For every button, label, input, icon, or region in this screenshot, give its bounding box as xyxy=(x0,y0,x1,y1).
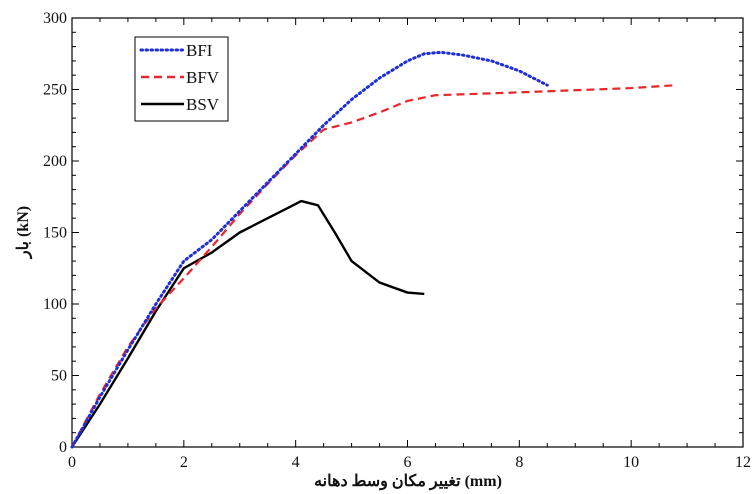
legend-label-bfv: BFV xyxy=(186,68,220,87)
y-tick-label: 0 xyxy=(59,439,67,456)
x-tick-label: 6 xyxy=(404,454,412,471)
series-line-bfi xyxy=(70,50,549,449)
y-axis-label: بار (kN) xyxy=(15,206,33,259)
x-tick-label: 4 xyxy=(292,454,300,471)
series-line-bfv xyxy=(71,84,676,448)
y-tick-label: 250 xyxy=(43,82,67,99)
y-tick-label: 300 xyxy=(43,10,67,27)
x-tick-label: 8 xyxy=(515,454,523,471)
y-tick-label: 200 xyxy=(43,153,67,170)
series-line-bsv xyxy=(70,199,425,448)
legend-label-bsv: BSV xyxy=(186,95,220,114)
x-tick-label: 2 xyxy=(180,454,188,471)
y-tick-label: 100 xyxy=(43,296,67,313)
series-lines xyxy=(70,50,676,449)
y-tick-label: 150 xyxy=(43,225,67,242)
x-axis-label: تغییر مکان وسط دهانه (mm) xyxy=(314,473,502,491)
legend: BFI BFV BSV xyxy=(134,36,229,122)
legend-label-bfi: BFI xyxy=(186,41,213,60)
axis-ticks: 0 2 4 6 8 10 12 0 50 100 150 200 250 300 xyxy=(43,10,751,471)
y-tick-label: 50 xyxy=(51,368,67,385)
x-tick-label: 0 xyxy=(68,454,76,471)
x-tick-label: 10 xyxy=(623,454,639,471)
x-tick-label: 12 xyxy=(735,454,751,471)
